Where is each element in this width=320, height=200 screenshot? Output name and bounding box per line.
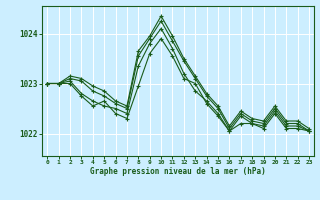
X-axis label: Graphe pression niveau de la mer (hPa): Graphe pression niveau de la mer (hPa) — [90, 167, 266, 176]
